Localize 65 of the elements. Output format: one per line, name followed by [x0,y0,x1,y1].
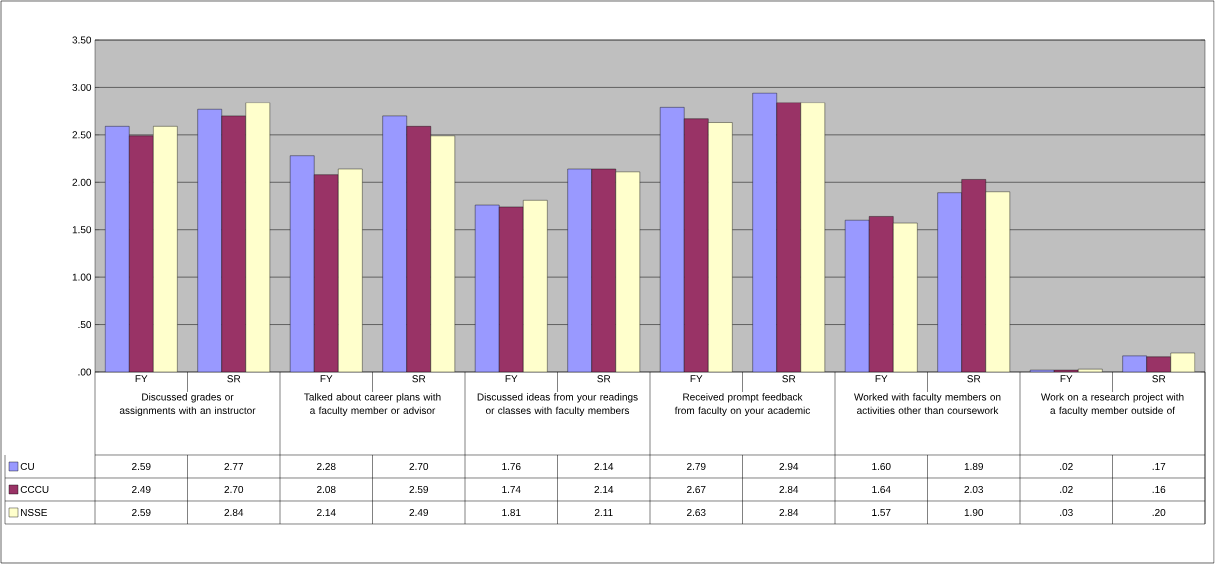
text: Discussed ideas from your readings or classes with faculty members [477,393,638,416]
data-label: 2.59 [132,508,151,517]
legend-label: CU [20,462,34,471]
data-label: .02 [1060,485,1073,494]
data-label: 2.28 [317,462,336,471]
data-label: 1.57 [872,508,891,516]
data-label: 2.03 [964,485,984,494]
y-tick-label: .50 [78,321,92,329]
data-label: .02 [1060,462,1073,471]
y-tick-label: 3.50 [72,36,92,44]
data-label: 2.59 [409,485,429,494]
y-tick-label: 2.00 [72,178,92,186]
data-label: 2.67 [687,485,706,494]
y-tick-label: .00 [78,368,92,376]
x-tick-label: FY [1060,375,1073,383]
x-tick-label: SR [597,375,611,383]
data-label: 2.84 [779,508,799,517]
data-label: 1.64 [872,485,891,494]
data-label: 1.74 [502,486,521,493]
data-label: 2.79 [687,462,706,471]
y-tick-label: 1.00 [72,273,92,281]
data-label: 2.70 [409,462,429,471]
text: Talked about career plans with a faculty member or advisor [304,393,441,416]
data-label: 2.14 [594,486,614,493]
data-label: .03 [1060,508,1073,517]
data-label: 2.63 [687,508,706,517]
data-label: 2.94 [779,462,799,471]
data-label: 2.49 [132,485,151,494]
x-tick-label: SR [1152,375,1166,383]
y-tick-label: 2.50 [72,131,92,139]
data-label: 2.77 [224,463,243,470]
legend-label: CCCU [20,485,49,494]
data-label: 1.76 [502,462,521,471]
data-label: 2.11 [594,509,613,516]
data-label: 2.70 [224,485,244,494]
data-label: 2.59 [132,462,151,471]
data-label: 1.89 [964,462,984,471]
x-tick-label: FY [690,375,703,383]
text: Received prompt feedback from faculty on your academic [674,393,811,416]
x-tick-label: FY [875,375,888,383]
legend-label: NSSE [21,508,48,517]
x-tick-label: FY [320,375,333,383]
data-label: .20 [1152,508,1166,517]
y-tick-label: 1.50 [72,226,92,234]
x-tick-label: SR [227,375,241,383]
data-label: 1.60 [872,462,891,471]
data-label: 2.49 [409,508,429,517]
data-label: 1.90 [964,508,984,517]
data-label: 2.14 [317,509,336,516]
text: Discussed grades or assignments with an instructor [119,393,256,416]
data-label: 2.84 [779,485,799,494]
data-label: 2.08 [317,485,336,494]
data-label: 1.81 [502,508,521,517]
text: Worked with faculty members on activities other than coursework [854,393,1001,415]
x-tick-label: FY [135,375,148,383]
y-tick-label: 3.00 [72,83,92,91]
data-label: .17 [1152,463,1166,470]
data-label: 2.84 [224,508,244,517]
data-label: .16 [1152,485,1166,494]
data-label: 2.14 [594,463,614,470]
x-tick-label: SR [967,375,981,383]
x-tick-label: FY [505,375,518,383]
x-tick-label: SR [412,375,426,383]
text: Work on a research project with a faculty member outside of [1040,393,1184,416]
x-tick-label: SR [782,375,796,383]
